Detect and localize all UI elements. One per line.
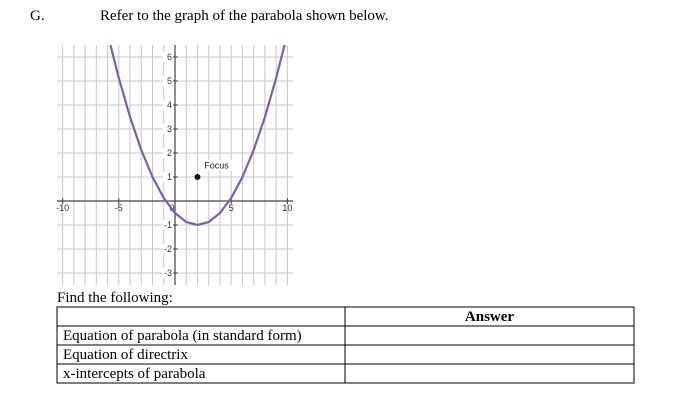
y-tick-label: 1	[167, 172, 172, 182]
prompt: Find the following:	[57, 290, 173, 306]
y-tick-box	[163, 220, 173, 230]
y-tick-label: 6	[167, 52, 172, 62]
parabola	[109, 44, 286, 227]
focus-label-box	[200, 160, 233, 171]
y-tick-box	[163, 76, 173, 86]
row-label: Equation of directrix	[63, 347, 188, 363]
y-tick-box	[163, 100, 173, 110]
y-tick-box	[163, 244, 173, 254]
y-tick-box	[163, 52, 173, 62]
instruction: Refer to the graph of the parabola shown…	[100, 8, 389, 24]
y-tick-box	[163, 124, 173, 134]
x-tick-label: 10	[282, 203, 292, 213]
row-label: x-intercepts of parabola	[63, 366, 206, 382]
y-tick-label: 3	[167, 124, 172, 134]
x-tick-label: -5	[115, 203, 123, 213]
y-tick-box	[163, 268, 173, 278]
row-label: Equation of parabola (in standard form)	[63, 328, 302, 344]
x-tick-label: 5	[229, 203, 234, 213]
y-tick-label: 4	[167, 100, 172, 110]
focus-point	[194, 174, 201, 180]
y-tick-box	[163, 148, 173, 158]
y-tick-box	[163, 172, 173, 182]
y-tick-label: -1	[164, 220, 172, 230]
y-tick-label: -3	[164, 268, 172, 278]
item-label: G.	[30, 8, 45, 24]
column-header: Answer	[465, 309, 515, 325]
answer-table: Answer Equation of parabola (in standard …	[56, 306, 635, 384]
focus-label: Focus	[204, 161, 229, 171]
x-tick-label: -10	[56, 203, 69, 213]
y-tick-label: 5	[167, 76, 172, 86]
y-tick-label: -2	[164, 244, 172, 254]
y-tick-label: 2	[167, 148, 172, 158]
